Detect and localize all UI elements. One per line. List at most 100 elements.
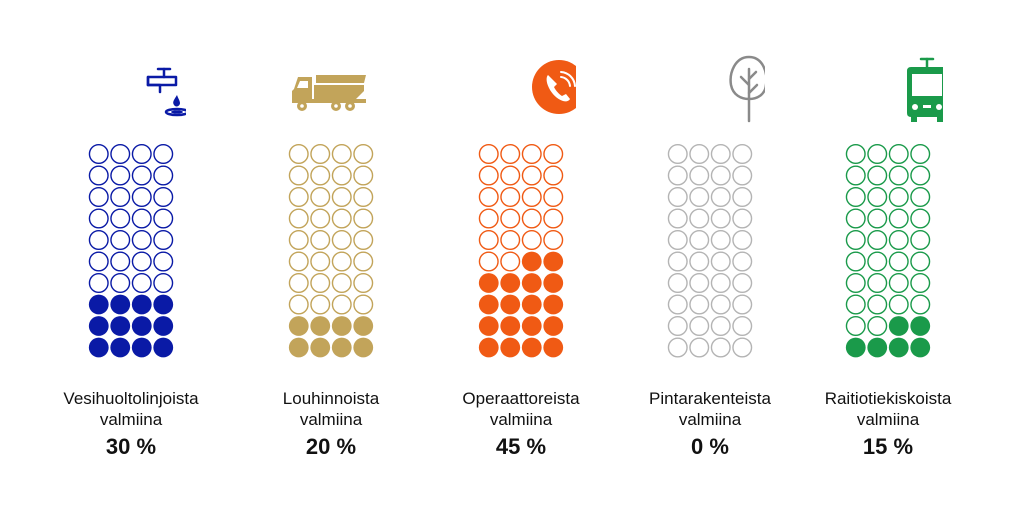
waffle-dot-empty	[131, 208, 152, 229]
waffle-dot-empty	[710, 272, 731, 293]
waffle-dot-empty	[888, 272, 909, 293]
label-line-1: Louhinnoista	[282, 389, 380, 408]
waffle-dot-empty	[153, 165, 174, 186]
waffle-dot-empty	[732, 294, 753, 315]
waffle-dot-empty	[667, 315, 688, 336]
waffle-dot-empty	[153, 187, 174, 208]
waffle-dot-filled	[910, 337, 931, 358]
waffle-dot-empty	[710, 143, 731, 165]
waffle-dot-filled	[521, 337, 542, 358]
label-line-1: Operaattoreista	[462, 389, 580, 408]
waffle-dot-filled	[543, 316, 564, 336]
waffle-dot-empty	[310, 294, 331, 315]
percent-value: 45 %	[495, 434, 547, 459]
waffle-dot-filled	[867, 337, 888, 358]
waffle-grid	[426, 143, 616, 358]
waffle-dot-empty	[353, 165, 374, 186]
waffle-dot-empty	[689, 251, 710, 272]
waffle-dot-empty	[310, 165, 331, 186]
waffle-dot-filled	[500, 337, 521, 358]
waffle-dot-empty	[110, 229, 131, 250]
panel-label: Raitiotiekiskoista valmiina 15 %	[793, 388, 983, 460]
waffle-dot-empty	[353, 229, 374, 250]
waffle-dot-filled	[88, 337, 109, 358]
waffle-dot-empty	[689, 208, 710, 229]
waffle-dot-empty	[910, 251, 931, 272]
percent-value: 0 %	[691, 434, 729, 459]
panel-label: Operaattoreista valmiina 45 %	[426, 388, 616, 460]
waffle-dot-empty	[131, 187, 152, 208]
waffle-dot-empty	[867, 272, 888, 293]
waffle-dot-empty	[88, 143, 109, 165]
waffle-dot-empty	[478, 208, 499, 229]
waffle-dot-filled	[310, 316, 331, 336]
waffle-dot-empty	[331, 165, 352, 186]
waffle-dot-filled	[331, 337, 352, 358]
waffle-dot-empty	[667, 251, 688, 272]
waffle-dot-empty	[500, 229, 521, 250]
waffle-dot-empty	[667, 229, 688, 250]
waffle-dot-empty	[667, 272, 688, 293]
waffle-dot-filled	[131, 316, 152, 336]
waffle-dot-empty	[845, 208, 866, 229]
waffle-dot-empty	[667, 208, 688, 229]
label-line-2: valmiina	[299, 410, 363, 429]
waffle-dot-empty	[478, 251, 499, 272]
water-tap-icon	[76, 55, 186, 125]
waffle-dot-empty	[110, 208, 131, 229]
waffle-dot-filled	[478, 337, 499, 358]
waffle-dot-empty	[310, 143, 331, 165]
waffle-dot-empty	[910, 208, 931, 229]
waffle-dot-empty	[543, 229, 564, 250]
waffle-dot-empty	[845, 294, 866, 315]
waffle-dot-filled	[478, 273, 499, 293]
waffle-dot-empty	[288, 229, 309, 250]
waffle-dot-empty	[732, 337, 753, 358]
waffle-panel-surface: Pintarakenteista valmiina 0 %	[615, 0, 805, 513]
waffle-dot-empty	[331, 251, 352, 272]
waffle-dot-filled	[110, 316, 131, 336]
waffle-dot-empty	[88, 187, 109, 208]
panel-label: Pintarakenteista valmiina 0 %	[615, 388, 805, 460]
waffle-dot-empty	[910, 187, 931, 208]
waffle-dot-empty	[310, 187, 331, 208]
waffle-dot-empty	[867, 208, 888, 229]
waffle-dot-empty	[910, 272, 931, 293]
waffle-dot-filled	[310, 337, 331, 358]
waffle-dot-filled	[543, 337, 564, 358]
waffle-dot-empty	[845, 187, 866, 208]
waffle-dot-empty	[710, 315, 731, 336]
waffle-dot-empty	[331, 208, 352, 229]
waffle-dot-empty	[353, 187, 374, 208]
waffle-dot-empty	[667, 143, 688, 165]
waffle-dot-filled	[521, 273, 542, 293]
waffle-dot-empty	[500, 208, 521, 229]
waffle-dot-empty	[888, 294, 909, 315]
waffle-dot-empty	[331, 294, 352, 315]
waffle-dot-empty	[288, 187, 309, 208]
percent-value: 30 %	[105, 434, 157, 459]
waffle-dot-empty	[888, 143, 909, 165]
waffle-dot-empty	[331, 229, 352, 250]
waffle-dot-filled	[153, 316, 174, 336]
waffle-dot-filled	[910, 316, 931, 336]
tree-icon	[655, 55, 765, 125]
waffle-dot-empty	[732, 208, 753, 229]
percent-value: 20 %	[305, 434, 357, 459]
waffle-grid	[615, 143, 805, 358]
waffle-dot-filled	[521, 294, 542, 315]
waffle-dot-empty	[732, 165, 753, 186]
label-line-2: valmiina	[489, 410, 553, 429]
panel-label: Louhinnoista valmiina 20 %	[236, 388, 426, 460]
waffle-dot-empty	[732, 143, 753, 165]
waffle-dot-empty	[710, 229, 731, 250]
label-line-1: Vesihuoltolinjoista	[63, 389, 199, 408]
waffle-dot-empty	[845, 143, 866, 165]
waffle-dot-empty	[131, 165, 152, 186]
waffle-dot-empty	[710, 337, 731, 358]
waffle-dot-empty	[88, 251, 109, 272]
waffle-dot-empty	[888, 229, 909, 250]
waffle-dot-empty	[845, 229, 866, 250]
waffle-dot-filled	[131, 294, 152, 315]
waffle-dot-empty	[867, 165, 888, 186]
